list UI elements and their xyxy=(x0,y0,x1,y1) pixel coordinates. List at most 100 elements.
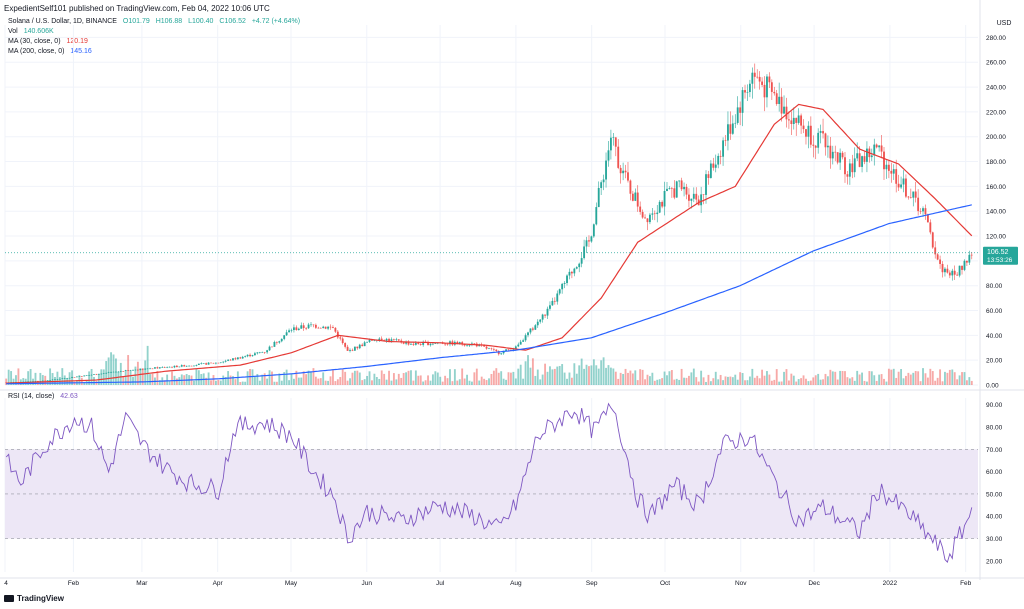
volume-bar xyxy=(929,368,932,385)
candle-body xyxy=(229,359,232,361)
candle-body xyxy=(39,381,42,382)
volume-bar xyxy=(251,369,254,385)
volume-bar xyxy=(336,379,339,385)
candle-body xyxy=(956,274,959,276)
volume-bar xyxy=(768,374,771,385)
candle-body xyxy=(490,348,493,350)
volume-bar xyxy=(10,371,13,385)
volume-bar xyxy=(605,367,607,385)
volume-bar xyxy=(449,369,451,385)
candle-body xyxy=(68,377,71,379)
volume-bar xyxy=(353,370,356,385)
candle-body xyxy=(802,125,805,130)
volume-bar xyxy=(544,363,547,385)
volume-bar xyxy=(392,373,395,385)
volume-bar xyxy=(110,352,112,385)
volume-bar xyxy=(656,379,659,385)
candle-body xyxy=(166,367,169,368)
candle-body xyxy=(885,164,888,170)
candle-body xyxy=(612,137,615,138)
candle-body xyxy=(649,214,651,223)
volume-bar xyxy=(122,377,125,385)
volume-bar xyxy=(558,365,561,385)
candle-body xyxy=(566,275,568,284)
candle-body xyxy=(271,346,273,348)
volume-bar xyxy=(561,364,564,385)
candle-body xyxy=(51,379,54,381)
candle-body xyxy=(178,366,181,368)
candle-body xyxy=(329,326,332,328)
volume-bar xyxy=(792,375,795,385)
tradingview-logo-icon xyxy=(4,595,14,603)
price-tick-label: 180.00 xyxy=(986,159,1006,166)
candle-body xyxy=(234,358,237,360)
candle-body xyxy=(463,344,466,346)
volume-bar xyxy=(817,373,820,385)
candle-body xyxy=(714,164,717,168)
volume-bar xyxy=(497,372,500,385)
candle-body xyxy=(363,342,366,347)
candle-body xyxy=(929,222,932,233)
ma200-value: 145.16 xyxy=(70,48,92,55)
volume-bar xyxy=(575,373,578,385)
candle-body xyxy=(212,362,215,364)
candle-body xyxy=(283,335,286,339)
candle-body xyxy=(839,152,842,163)
price-tick-label: 140.00 xyxy=(986,209,1006,216)
volume-bar xyxy=(834,371,837,385)
volume-bar xyxy=(519,364,522,385)
candle-body xyxy=(93,374,95,375)
candle-body xyxy=(356,346,359,349)
candle-body xyxy=(197,363,200,365)
volume-bar xyxy=(310,372,312,385)
candle-body xyxy=(105,372,108,374)
volume-bar xyxy=(158,380,161,385)
volume-bar xyxy=(346,380,349,385)
candle-body xyxy=(705,174,707,195)
candle-body xyxy=(407,342,410,345)
candle-body xyxy=(314,324,317,328)
candle-body xyxy=(549,305,551,309)
volume-bar xyxy=(900,369,902,385)
volume-bar xyxy=(83,381,86,385)
volume-bar xyxy=(887,368,890,385)
volume-bar xyxy=(283,372,286,385)
candle-body xyxy=(253,353,256,356)
candle-body xyxy=(429,344,432,346)
volume-bar xyxy=(263,373,266,385)
volume-bar xyxy=(349,378,351,385)
volume-bar xyxy=(531,358,534,385)
candle-body xyxy=(222,361,225,363)
candle-body xyxy=(629,180,632,194)
rsi-tick-label: 20.00 xyxy=(986,558,1003,565)
tradingview-logo[interactable]: TradingView xyxy=(4,594,64,603)
volume-bar xyxy=(139,369,142,385)
time-tick-label: 4 xyxy=(4,580,8,587)
candle-body xyxy=(692,193,695,199)
candle-body xyxy=(600,182,603,188)
candle-body xyxy=(778,96,781,104)
candle-body xyxy=(675,181,678,198)
volume-bar xyxy=(692,368,695,385)
volume-bar xyxy=(756,375,759,385)
candle-body xyxy=(49,380,52,381)
candle-body xyxy=(892,169,895,174)
volume-bar xyxy=(361,380,364,385)
candle-body xyxy=(651,213,654,215)
volume-bar xyxy=(234,379,237,385)
candle-body xyxy=(592,224,595,237)
volume-bar xyxy=(600,360,603,385)
time-tick-label: Jul xyxy=(436,580,445,587)
volume-bar xyxy=(468,380,471,385)
candle-body xyxy=(97,374,100,375)
volume-bar xyxy=(466,374,468,385)
candle-body xyxy=(636,192,639,207)
candle-body xyxy=(241,356,244,359)
volume-bar xyxy=(570,377,573,385)
candle-body xyxy=(488,348,490,350)
volume-bar xyxy=(46,380,49,385)
time-tick-label: Mar xyxy=(136,580,148,587)
volume-bar xyxy=(612,368,615,385)
publisher-header: ExpedientSelf101 published on TradingVie… xyxy=(4,4,270,13)
